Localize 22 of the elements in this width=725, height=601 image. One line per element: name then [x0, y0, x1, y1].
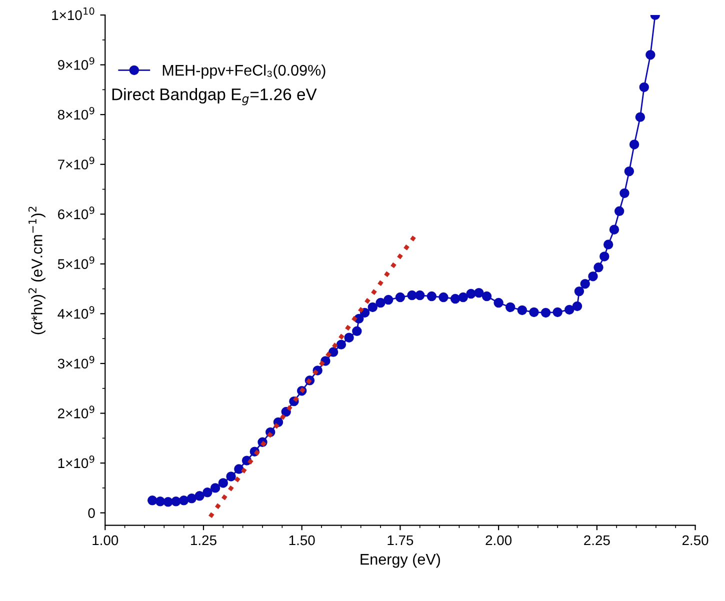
y-tick-label: 2×10$^{9}$	[58, 406, 94, 418]
y-axis-title: (α*hν)$^{2}$ (eV.cm$^{−1}$)$^{2}$	[28, 206, 46, 334]
x-tick-label: 1.75	[388, 536, 414, 546]
y-tick-label: 1×10$^{10}$	[52, 7, 94, 20]
legend-label: MEH-ppv+FeCl₃(0.09%)	[162, 64, 326, 79]
x-tick-label: 2.50	[682, 535, 708, 546]
y-tick-label: 6×10$^{9}$	[58, 206, 94, 220]
y-tick-label: 5×10$^{9}$	[58, 256, 94, 269]
y-tick-label: 8×10$^{9}$	[58, 106, 94, 120]
y-tick-label: 4×10$^{9}$	[58, 306, 94, 319]
x-tick-label: 1.50	[289, 535, 315, 546]
x-tick-label: 2.00	[486, 535, 512, 546]
x-tick-label: 1.00	[92, 535, 118, 546]
annotation: Direct Bandgap E$_{g}$=1.26 eV	[112, 88, 317, 106]
y-tick-label: 9×10$^{9}$	[58, 57, 94, 70]
x-tick-label: 2.25	[584, 535, 610, 546]
x-tick-label: 1.25	[191, 535, 216, 546]
y-tick-label: 3×10$^{9}$	[58, 356, 94, 369]
y-tick-label: 0	[88, 508, 95, 518]
y-tick-label: 1×10$^{9}$	[58, 455, 94, 468]
y-tick-label: 7×10$^{9}$	[58, 156, 94, 170]
x-axis-title: Energy (eV)	[360, 554, 440, 568]
